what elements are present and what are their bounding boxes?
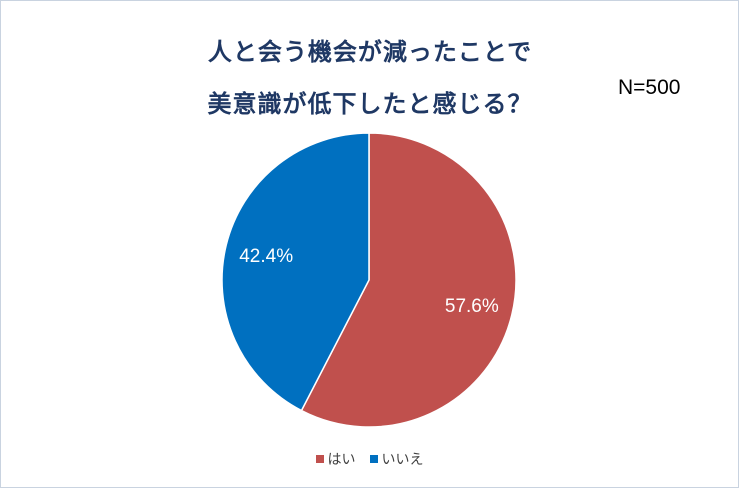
legend-label-yes: はい: [327, 452, 356, 468]
pie-slice-yes: [300, 132, 517, 428]
legend-swatch-yes: [315, 455, 324, 463]
legend-item-no: いいえ: [369, 449, 424, 469]
legend-item-yes: はい: [315, 449, 356, 469]
chart-title-line-1: 人と会う機会が減ったことで: [207, 38, 533, 66]
legend: はい いいえ: [0, 449, 739, 469]
chart-title-line-2: 美意識が低下したと感じる？: [207, 90, 533, 118]
data-label-yes: 57.6%: [445, 296, 499, 317]
pie-slice-no: [221, 132, 370, 412]
data-label-no: 42.4%: [239, 246, 293, 267]
legend-swatch-no: [369, 455, 378, 463]
legend-label-no: いいえ: [381, 452, 424, 468]
sample-size-label: N=500: [618, 76, 681, 99]
